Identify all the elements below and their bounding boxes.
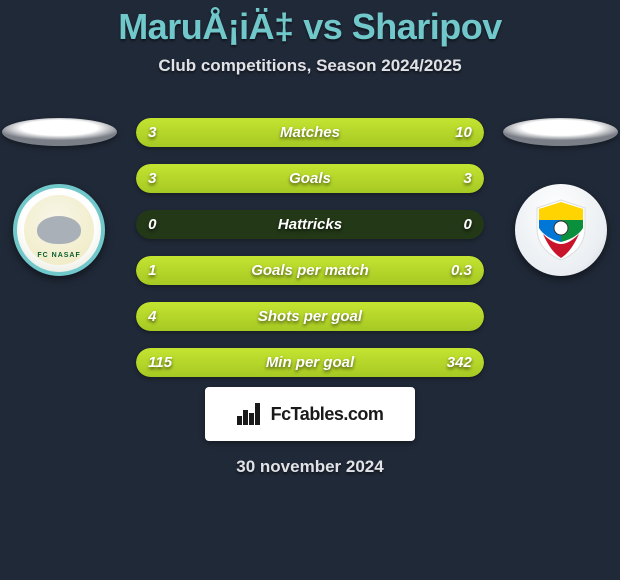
stat-label: Goals per match bbox=[251, 262, 369, 279]
stat-row: 3 Goals 3 bbox=[136, 164, 484, 193]
stat-label: Matches bbox=[280, 124, 340, 141]
page-title: MaruÅ¡iÄ‡ vs Sharipov bbox=[0, 0, 620, 56]
stat-right-value: 342 bbox=[447, 354, 472, 371]
brand-badge[interactable]: FcTables.com bbox=[205, 387, 415, 441]
stat-row: 115 Min per goal 342 bbox=[136, 348, 484, 377]
page-date: 30 november 2024 bbox=[0, 457, 620, 477]
stat-label: Shots per goal bbox=[258, 308, 362, 325]
stat-right-value: 0.3 bbox=[451, 262, 472, 279]
ball-icon bbox=[2, 118, 117, 146]
stat-label: Hattricks bbox=[278, 216, 342, 233]
badge-text: FC NASAF bbox=[37, 252, 80, 259]
main-content: FC NASAF 3 Matches 10 3 Goals 3 0 Hattricks 0 1 Go… bbox=[0, 118, 620, 377]
club-badge-right bbox=[515, 184, 607, 276]
stat-right-value: 3 bbox=[463, 170, 471, 187]
stat-right-value: 10 bbox=[455, 124, 472, 141]
left-column: FC NASAF bbox=[0, 118, 118, 276]
stat-right-value: 0 bbox=[463, 216, 471, 233]
brand-text: FcTables.com bbox=[271, 404, 384, 425]
page-subtitle: Club competitions, Season 2024/2025 bbox=[0, 56, 620, 76]
stat-row: 3 Matches 10 bbox=[136, 118, 484, 147]
stat-left-value: 3 bbox=[148, 170, 156, 187]
stat-row: 1 Goals per match 0.3 bbox=[136, 256, 484, 285]
stat-left-value: 4 bbox=[148, 308, 156, 325]
ball-icon bbox=[503, 118, 618, 146]
stat-label: Goals bbox=[289, 170, 331, 187]
right-column bbox=[502, 118, 620, 276]
stat-row: 4 Shots per goal bbox=[136, 302, 484, 331]
stat-label: Min per goal bbox=[266, 354, 354, 371]
stat-left-value: 1 bbox=[148, 262, 156, 279]
stat-left-value: 0 bbox=[148, 216, 156, 233]
stat-left-value: 3 bbox=[148, 124, 156, 141]
stat-left-value: 115 bbox=[148, 354, 172, 371]
club-badge-left: FC NASAF bbox=[13, 184, 105, 276]
stat-row: 0 Hattricks 0 bbox=[136, 210, 484, 239]
brand-logo-icon bbox=[237, 403, 265, 425]
stat-bars: 3 Matches 10 3 Goals 3 0 Hattricks 0 1 Goals per m… bbox=[136, 118, 484, 377]
